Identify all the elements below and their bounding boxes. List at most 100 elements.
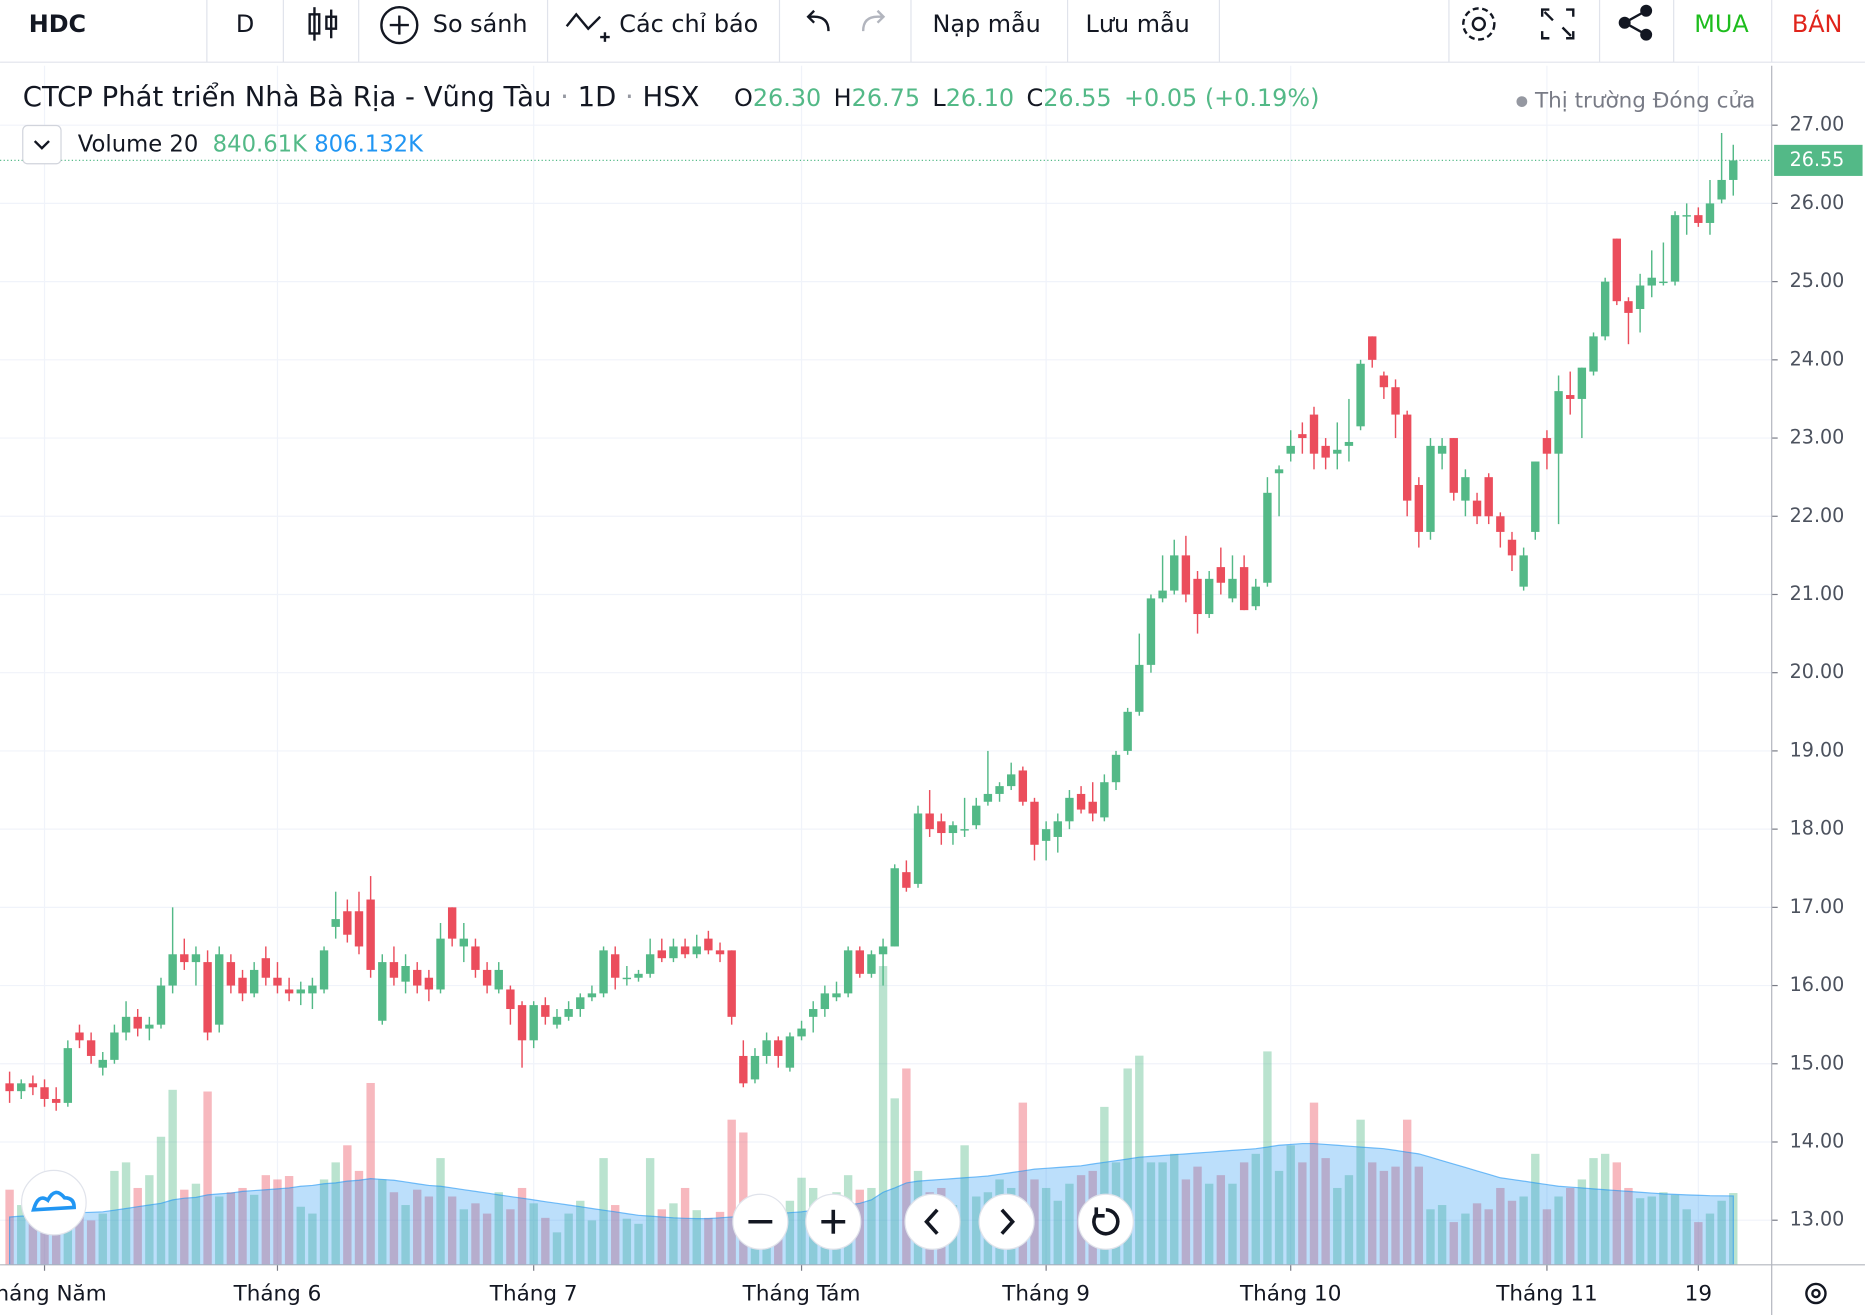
candle-body [75, 1032, 84, 1041]
save-template-button[interactable]: Lưu mẫu [1086, 9, 1190, 38]
candle-body [261, 958, 271, 978]
y-tick-label: 27.00 [1790, 113, 1845, 136]
volume-bar [1472, 1203, 1482, 1265]
volume-bar [482, 1213, 492, 1265]
share-button[interactable] [1618, 4, 1653, 41]
candle-body [1531, 461, 1540, 532]
candle-body [1519, 555, 1528, 587]
grid [0, 65, 1772, 1265]
axis-settings-button[interactable] [1805, 1282, 1827, 1305]
candle-body [1542, 438, 1552, 454]
candle-body [1554, 391, 1563, 454]
volume-bar [506, 1209, 515, 1265]
volume-bar [226, 1192, 236, 1265]
volume-bar [319, 1179, 329, 1265]
volume-bar [541, 1217, 550, 1265]
candle-body [249, 969, 259, 994]
volume-bar [797, 1177, 806, 1265]
y-tick-label: 23.00 [1790, 426, 1845, 449]
settings-button[interactable] [1462, 7, 1496, 41]
load-template-button[interactable]: Nạp mẫu [933, 9, 1041, 38]
candle-body [296, 989, 305, 994]
volume-bar [680, 1187, 690, 1265]
y-tick-label: 25.00 [1790, 269, 1845, 292]
candle-body [1705, 203, 1715, 223]
candle-body [1088, 801, 1097, 814]
volume-bar [75, 1215, 84, 1265]
collapse-button[interactable] [22, 124, 62, 165]
candle-body [797, 1028, 806, 1037]
chevron [33, 140, 50, 150]
fullscreen-button[interactable] [1540, 8, 1575, 40]
volume-bar [1694, 1222, 1703, 1265]
y-tick-label: 20.00 [1790, 660, 1845, 683]
volume-bar [1298, 1162, 1307, 1265]
volume-bar [867, 1187, 876, 1265]
logo[interactable] [20, 1169, 87, 1236]
volume-bar [1123, 1068, 1132, 1265]
volume-bar [878, 966, 888, 1265]
zoom-in-button[interactable] [805, 1193, 862, 1250]
y-tick-label: 15.00 [1790, 1051, 1845, 1074]
candle-body [378, 962, 387, 1021]
volume-bar [622, 1218, 632, 1265]
candle-body [599, 950, 608, 994]
candle-body [1344, 441, 1354, 446]
compare-button[interactable]: So sánh [433, 10, 528, 38]
candle-body [669, 946, 678, 959]
volume-bar [1426, 1209, 1435, 1265]
volume-bar [40, 1209, 49, 1265]
candle-body [98, 1059, 107, 1068]
volume-ma-area [9, 1142, 1734, 1265]
candle-body [657, 950, 666, 959]
volume-bar [1379, 1170, 1389, 1265]
candle-body [1670, 215, 1680, 282]
volume-bar [1589, 1158, 1598, 1265]
buy-button[interactable]: MUA [1694, 10, 1749, 38]
volume-bar [1566, 1187, 1575, 1265]
volume-bar [1041, 1187, 1051, 1265]
candle-body [1076, 793, 1086, 810]
candle-body [436, 938, 445, 990]
volume-ma-value: 806.132K [314, 131, 424, 157]
candle-body [634, 973, 643, 978]
interval-button[interactable]: D [236, 10, 254, 38]
candle-body [867, 954, 876, 974]
toolbar: HDC D So sánh Các chỉ báo Nạp mẫu Lưu mẫ… [0, 0, 1865, 63]
candle-body [319, 950, 329, 990]
symbol[interactable]: HDC [29, 10, 86, 38]
close-value: 26.55 [1043, 84, 1111, 112]
low-prefix: L [932, 84, 946, 112]
volume-bar [249, 1194, 259, 1265]
y-tick-label: 13.00 [1790, 1208, 1845, 1231]
volume-bar [1437, 1205, 1447, 1265]
volume-bar [890, 1098, 899, 1265]
candle-body [1577, 367, 1587, 399]
redo-button[interactable] [861, 9, 886, 32]
undo-button[interactable] [806, 9, 830, 32]
scroll-right-button[interactable] [978, 1193, 1035, 1250]
scroll-left-button[interactable] [904, 1193, 961, 1250]
y-tick-label: 21.00 [1790, 582, 1845, 605]
candle-body [855, 950, 864, 974]
reset-button[interactable] [1077, 1193, 1134, 1250]
volume-bar [1286, 1145, 1295, 1265]
sell-button[interactable]: BÁN [1792, 9, 1843, 38]
candle-body [1402, 414, 1412, 501]
candle-body [156, 985, 166, 1025]
candle-body [1496, 516, 1505, 532]
indicators-button[interactable]: Các chỉ báo [619, 10, 758, 38]
candle-body [1274, 469, 1284, 474]
volume-bar [389, 1192, 399, 1265]
volume-bar [494, 1192, 503, 1265]
chart-type-icon[interactable] [308, 7, 338, 41]
candle-body [226, 962, 236, 986]
indicators-icon[interactable] [565, 12, 610, 42]
candle-body [1216, 567, 1226, 583]
candle-body [354, 911, 364, 947]
compare-icon[interactable] [380, 5, 419, 45]
zoom-out-button[interactable] [732, 1193, 789, 1250]
volume-name: Volume 20 [78, 131, 199, 157]
